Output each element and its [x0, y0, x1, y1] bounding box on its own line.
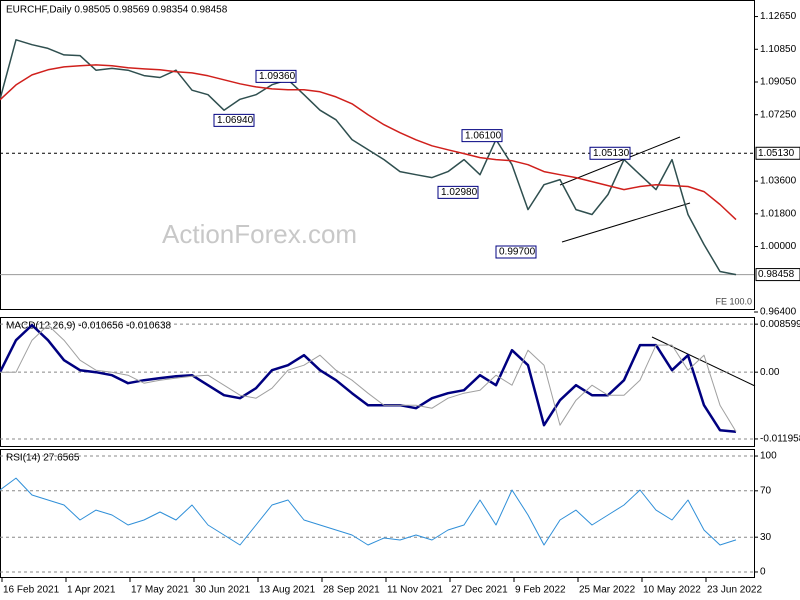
y-tick-label: 100 [760, 451, 777, 462]
annotation-label: 1.05130 [593, 148, 630, 159]
y-tick-label: 30 [760, 532, 772, 543]
series-line [0, 39, 737, 276]
y-tick-label: 70 [760, 485, 772, 496]
chart-title: EURCHF,Daily 0.98505 0.98569 0.98354 0.9… [6, 5, 228, 16]
annotation-box [255, 69, 297, 83]
y-tick-label: 0.008599 [760, 319, 800, 330]
annotation-box [437, 185, 479, 199]
level-label-box [755, 146, 800, 160]
x-tick-label: 16 Feb 2021 [3, 585, 60, 596]
annotation-box [461, 129, 503, 143]
x-tick-label: 10 May 2022 [643, 585, 701, 596]
annotation-box [495, 245, 537, 259]
x-tick-label: 27 Dec 2021 [451, 585, 508, 596]
y-tick-label: 0 [760, 567, 766, 578]
rsi-panel [0, 449, 755, 578]
y-tick-label: 1.12650 [760, 11, 797, 22]
macd-title: MACD(12,26,9) -0.010656 -0.010638 [6, 321, 172, 332]
footnote: FE 100.0 [715, 296, 752, 306]
y-tick-label: 1.01800 [760, 208, 797, 219]
x-tick-label: 11 Nov 2021 [387, 585, 443, 596]
y-tick-label: 1.07250 [760, 109, 797, 120]
x-tick-label: 30 Jun 2021 [195, 585, 250, 596]
y-tick-label: 1.03600 [760, 176, 797, 187]
x-tick-label: 17 May 2021 [131, 585, 189, 596]
annotation-label: 1.02980 [441, 187, 478, 198]
x-tick-label: 1 Apr 2021 [67, 585, 116, 596]
y-tick-label: 1.00000 [760, 241, 797, 252]
level-label: 0.98458 [758, 269, 795, 280]
annotation-box [213, 113, 255, 127]
series-line [0, 477, 737, 546]
level-label-box [755, 268, 800, 282]
channel-upper [559, 136, 681, 186]
series-line [0, 323, 737, 433]
price-panel [0, 0, 755, 310]
y-tick-label: 1.09050 [760, 77, 797, 88]
annotation-label: 1.06940 [217, 115, 254, 126]
annotation-label: 1.09360 [259, 71, 296, 82]
x-tick-label: 25 Mar 2022 [579, 585, 636, 596]
macd-panel [0, 317, 755, 447]
series-line [0, 324, 737, 432]
channel-lower [561, 202, 691, 243]
y-tick-label: 0.00 [760, 367, 780, 378]
y-tick-label: 0.96400 [760, 307, 797, 318]
x-tick-label: 28 Sep 2021 [323, 585, 380, 596]
level-label: 1.05130 [758, 148, 795, 159]
annotation-label: 0.99700 [499, 247, 536, 258]
series-line [0, 64, 737, 221]
x-tick-label: 9 Feb 2022 [515, 585, 566, 596]
x-tick-label: 23 Jun 2022 [707, 585, 762, 596]
annotation-label: 1.06100 [465, 130, 502, 141]
y-tick-label: -0.011958 [760, 434, 800, 445]
x-tick-label: 13 Aug 2021 [259, 585, 316, 596]
watermark: ActionForex.com [162, 219, 357, 249]
annotation-box [589, 146, 631, 160]
y-tick-label: 1.10850 [760, 44, 797, 55]
rsi-title: RSI(14) 27.6565 [6, 453, 80, 464]
